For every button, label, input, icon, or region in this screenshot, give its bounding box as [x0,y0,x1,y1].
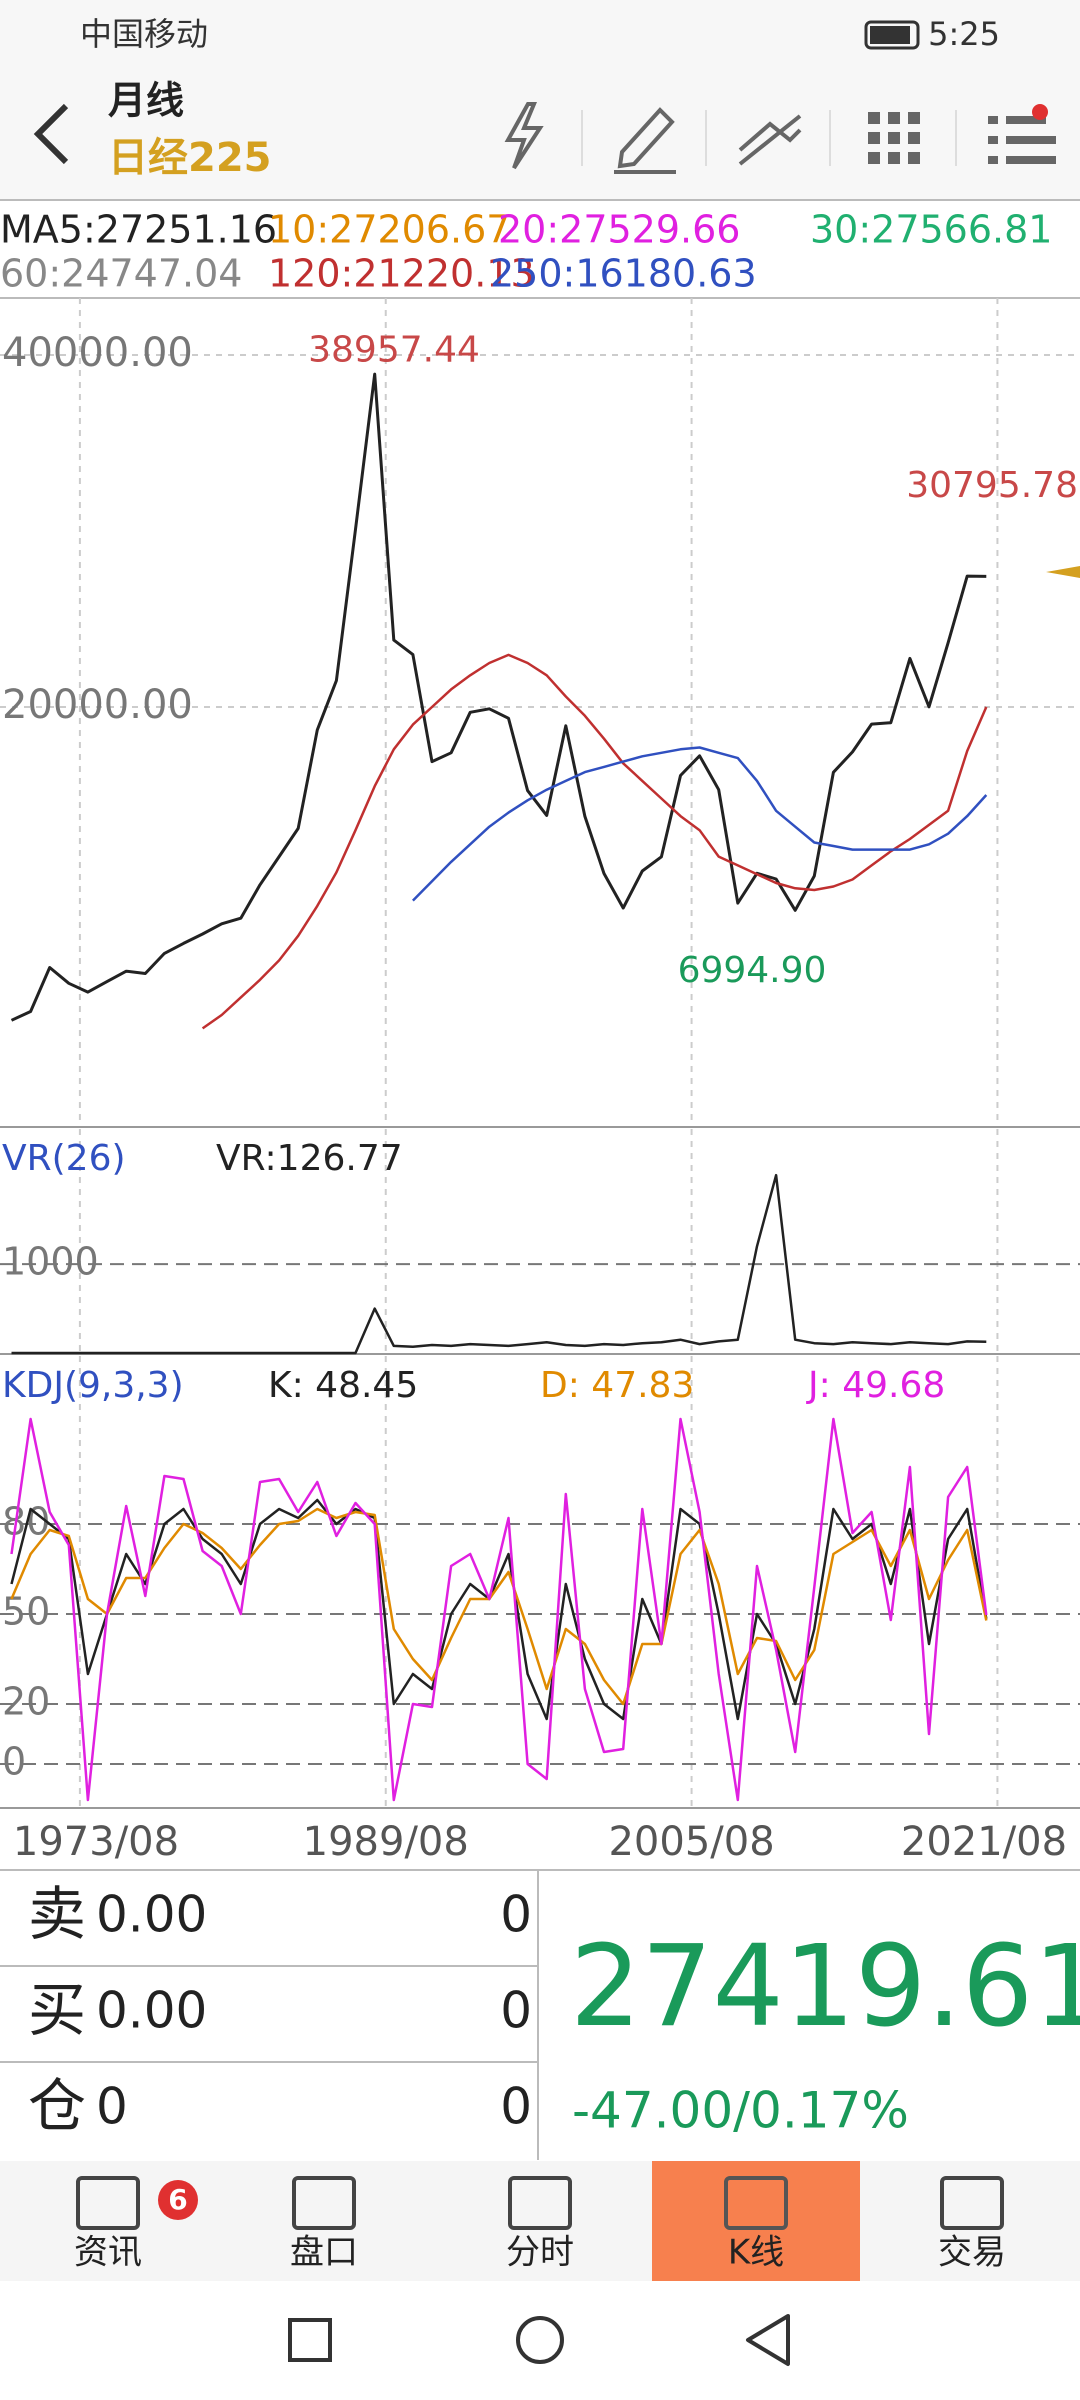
legend-entry: 120:21220.13 [268,252,535,296]
recent-button[interactable] [288,2318,332,2362]
period[interactable]: 月线 [108,79,184,123]
last-price: 27419.61 [570,1922,1080,2052]
series-line [11,1173,987,1355]
carrier: 中国移动 [80,15,208,53]
back-nav-button[interactable] [746,2314,790,2366]
menu-icon[interactable] [988,116,1056,164]
nav-icon[interactable] [508,2176,572,2230]
y-tick-label: 20000.00 [2,682,193,728]
panel-title: VR(26) [2,1138,126,1179]
series-line [10,1507,988,1706]
panel-title: KDJ(9,3,3) [2,1365,184,1406]
system-nav [0,2281,1080,2400]
price-marker [1046,566,1080,578]
flash-icon[interactable] [504,102,544,170]
legend-entry: MA5:27251.16 [0,208,277,252]
instrument-title: 日经225 [108,135,272,181]
order-price: 0.00 [96,1982,207,2040]
nav-label[interactable]: K线 [728,2233,784,2273]
order-volume: 0 [500,1886,532,1944]
home-button[interactable] [516,2316,564,2364]
legend-entry: 60:24747.04 [0,252,242,296]
panel-readout: VR:126.77 [216,1138,403,1179]
order-side: 买 [28,1976,86,2044]
series-line [412,746,988,902]
clock: 5:25 [928,15,1000,53]
order-side: 仓 [28,2072,86,2140]
series-line [10,1498,988,1721]
legend-entry: 250:16180.63 [490,252,757,296]
battery [864,20,920,50]
nav-icon[interactable] [76,2176,140,2230]
y-tick-label: 1000 [2,1240,99,1284]
legend-entry: D: 47.83 [540,1365,694,1406]
x-tick-label: 2021/08 [901,1819,1067,1865]
legend-entry: 30:27566.81 [810,208,1052,252]
back-button[interactable] [33,103,69,165]
nav-icon[interactable] [292,2176,356,2230]
order-area [0,1870,1080,2160]
series-line [10,372,987,1022]
y-tick-label: 40000.00 [2,330,193,376]
x-tick-label: 1973/08 [13,1819,179,1865]
y-tick-label: 20 [2,1680,50,1724]
legend-entry: 10:27206.67 [268,208,510,252]
nav-active-bg [652,2161,860,2281]
series-line [10,1417,988,1802]
order-volume: 0 [500,2078,532,2136]
nav-badge-count: 6 [168,2183,187,2216]
annotation-high: 38957.44 [308,329,480,370]
notification-dot [1032,104,1048,120]
annotation-recent-high: 30795.78 [906,465,1078,506]
nav-label[interactable]: 交易 [938,2233,1006,2273]
order-side: 卖 [28,1880,86,1948]
legend-entry: J: 49.68 [806,1365,945,1406]
nav-label[interactable]: 资讯 [74,2233,142,2273]
y-tick-label: 50 [2,1590,50,1634]
draw-icon[interactable] [614,107,676,174]
nav-label[interactable]: 分时 [506,2233,574,2273]
order-volume: 0 [500,1982,532,2040]
order-price: 0 [96,2078,128,2136]
grid-icon[interactable] [868,112,920,164]
x-tick-label: 1989/08 [303,1819,469,1865]
indicator-icon[interactable] [738,114,802,166]
series-line [201,653,988,1030]
annotation-low: 6994.90 [678,950,827,991]
order-price: 0.00 [96,1886,207,1944]
nav-label[interactable]: 盘口 [290,2233,358,2273]
nav-icon[interactable] [940,2176,1004,2230]
nav-badge [158,2180,198,2220]
price-change: -47.00/0.17% [572,2082,909,2140]
y-tick-label: 0 [2,1740,26,1784]
nav-icon[interactable] [724,2176,788,2230]
x-tick-label: 2005/08 [608,1819,774,1865]
legend-entry: 20:27529.66 [498,208,740,252]
legend-entry: K: 48.45 [268,1365,418,1406]
battery-level [870,26,910,44]
